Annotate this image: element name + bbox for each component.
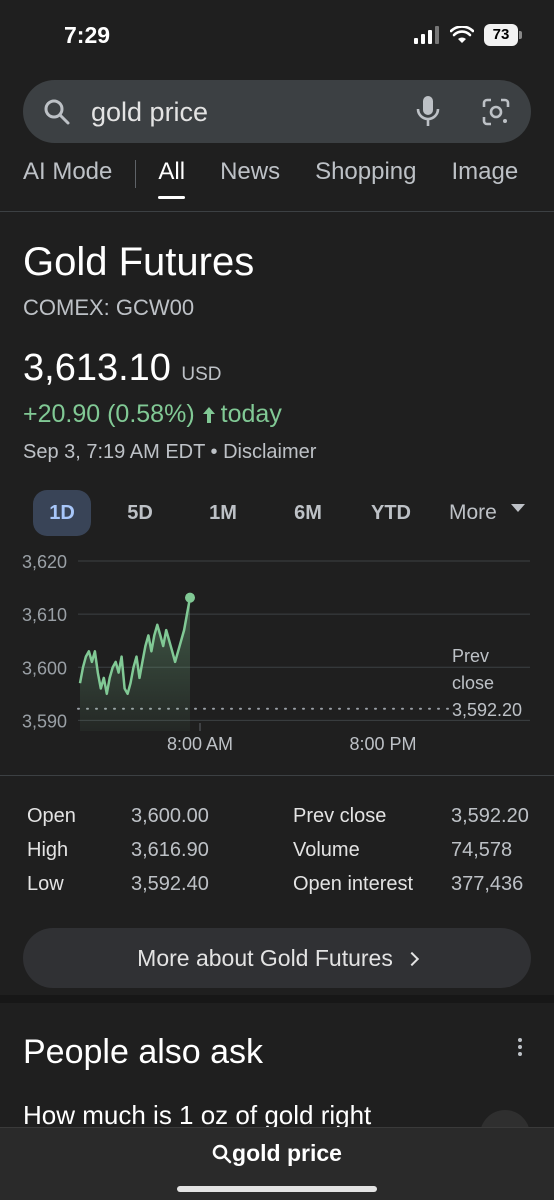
stats-row: High 3,616.90 Volume 74,578 [27, 839, 547, 869]
x-tick-label: 8:00 AM [167, 734, 233, 754]
prev-close-value: 3,592.20 [452, 700, 522, 720]
divider [0, 775, 554, 776]
status-time: 7:29 [64, 22, 111, 48]
price-chart[interactable]: 3,620 3,610 3,600 3,590 8:00 AM 8:00 PM Prev cl… [0, 545, 554, 765]
quote-timestamp: Sep 3, 7:19 AM EDT [23, 441, 205, 463]
search-icon [212, 1144, 232, 1164]
range-1d[interactable]: 1D [33, 490, 91, 536]
stat-high-value: 3,616.90 [131, 839, 209, 861]
more-about-button[interactable]: More about Gold Futures [23, 928, 531, 988]
range-6m[interactable]: 6M [294, 502, 322, 524]
arrow-up-icon [202, 406, 215, 423]
quote-exchange: COMEX: GCW00 [23, 295, 195, 320]
stats-row: Open 3,600.00 Prev close 3,592.20 [27, 805, 547, 835]
tab-ai-mode[interactable]: AI Mode [23, 158, 113, 185]
quote-title: Gold Futures [23, 240, 255, 284]
paa-question[interactable]: How much is 1 oz of gold right [23, 1100, 372, 1130]
bottom-search-bar[interactable]: gold price [0, 1127, 554, 1200]
more-options-icon[interactable] [518, 1038, 524, 1059]
price-row: 3,613.10 USD [23, 347, 222, 390]
stat-open-label: Open [27, 805, 76, 827]
search-input[interactable] [91, 92, 391, 132]
bottom-search-query[interactable]: gold price [0, 1140, 554, 1167]
search-tabs: AI Mode All News Shopping Image [23, 158, 553, 199]
range-ytd[interactable]: YTD [371, 502, 411, 524]
stat-open-interest-label: Open interest [293, 873, 414, 895]
divider [0, 211, 554, 212]
range-5d[interactable]: 5D [127, 502, 153, 524]
google-lens-icon[interactable] [481, 97, 511, 127]
x-tick-label: 8:00 PM [349, 734, 416, 754]
stat-high-label: High [27, 839, 69, 861]
tab-shopping[interactable]: Shopping [315, 158, 417, 185]
cellular-signal-icon [414, 26, 439, 44]
home-indicator [177, 1186, 377, 1192]
last-price-point [185, 592, 195, 603]
y-tick-label: 3,600 [22, 658, 67, 678]
stat-low-value: 3,592.40 [131, 873, 209, 895]
chevron-right-icon [404, 951, 419, 967]
stat-prev-close-value: 3,592.20 [451, 805, 529, 827]
quote-currency: USD [181, 364, 222, 385]
tab-news[interactable]: News [220, 158, 281, 185]
stat-open-interest-value: 377,436 [451, 873, 524, 895]
range-more-dropdown[interactable]: More [449, 501, 497, 524]
bottom-search-text: gold price [232, 1140, 342, 1166]
wifi-icon [450, 26, 474, 43]
more-about-label: More about Gold Futures [137, 945, 393, 971]
disclaimer-link[interactable]: Disclaimer [223, 441, 317, 463]
range-selector: 1D 5D 1M 6M YTD More [23, 490, 543, 536]
quote-change-suffix: today [220, 400, 282, 428]
range-1m[interactable]: 1M [209, 502, 237, 524]
chevron-down-icon [511, 504, 525, 512]
tab-images[interactable]: Image [451, 158, 519, 185]
stat-open-value: 3,600.00 [131, 805, 209, 827]
stats-row: Low 3,592.40 Open interest 377,436 [27, 873, 547, 903]
quote-change: +20.90 (0.58%) [23, 400, 195, 428]
price-line [78, 597, 192, 696]
y-tick-label: 3,610 [22, 605, 67, 625]
status-bar: 7:29 73 [0, 0, 554, 70]
battery-icon: 73 [484, 24, 522, 46]
search-icon [44, 99, 70, 125]
quote-price: 3,613.10 [23, 347, 171, 389]
microphone-icon[interactable] [416, 95, 440, 129]
stat-volume-value: 74,578 [451, 839, 513, 861]
tab-all[interactable]: All [158, 158, 186, 199]
stat-prev-close-label: Prev close [293, 805, 387, 827]
tab-separator [135, 160, 137, 188]
stat-low-label: Low [27, 873, 64, 895]
separator-dot: • [210, 441, 218, 463]
section-separator [0, 995, 554, 1003]
stat-volume-label: Volume [293, 839, 360, 861]
y-tick-label: 3,590 [22, 711, 67, 731]
search-bar[interactable] [23, 80, 531, 143]
y-tick-label: 3,620 [22, 552, 67, 572]
status-icons: 73 [414, 24, 522, 46]
prev-close-label: Prev [452, 646, 489, 666]
prev-close-label: close [452, 673, 494, 693]
quote-timestamp-row: Sep 3, 7:19 AM EDT • Disclaimer [23, 441, 316, 464]
people-also-ask-title: People also ask [23, 1033, 264, 1071]
change-row: +20.90 (0.58%) today [23, 400, 282, 429]
